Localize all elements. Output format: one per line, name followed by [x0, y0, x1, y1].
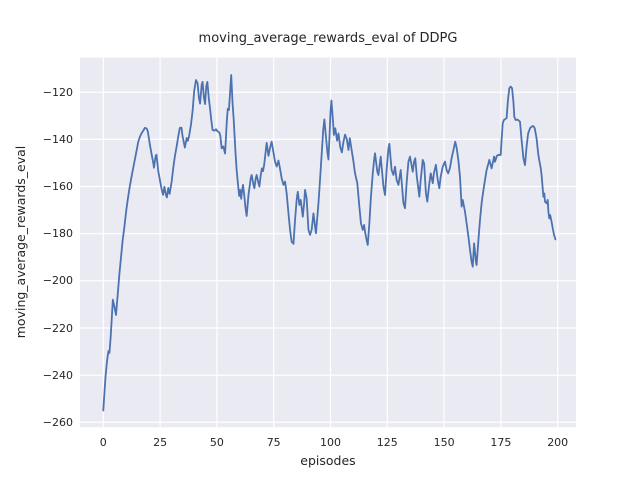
chart-title: moving_average_rewards_eval of DDPG [198, 31, 458, 46]
x-tick-label: 150 [433, 436, 455, 449]
y-tick-label: −160 [42, 180, 73, 193]
x-tick-label: 25 [153, 436, 168, 449]
x-tick-label: 50 [209, 436, 224, 449]
y-tick-label: −140 [42, 132, 73, 146]
y-tick-label: −220 [42, 321, 73, 335]
y-tick-label: −120 [42, 85, 73, 99]
x-tick-label: 0 [99, 436, 107, 449]
x-tick-label: 200 [547, 436, 569, 449]
y-tick-label: −240 [42, 368, 73, 382]
x-tick-label: 125 [376, 436, 398, 449]
x-tick-label: 100 [320, 436, 341, 449]
x-tick-label: 75 [266, 436, 281, 449]
x-tick-label: 175 [490, 436, 512, 449]
y-tick-label: −200 [42, 274, 73, 288]
reward-line [102, 74, 557, 412]
y-tick-label: −260 [42, 415, 73, 429]
x-axis-label: episodes [300, 453, 356, 468]
y-tick-label: −180 [42, 227, 73, 241]
y-axis-label: moving_average_rewards_eval [13, 145, 28, 339]
plot-background [80, 57, 576, 428]
